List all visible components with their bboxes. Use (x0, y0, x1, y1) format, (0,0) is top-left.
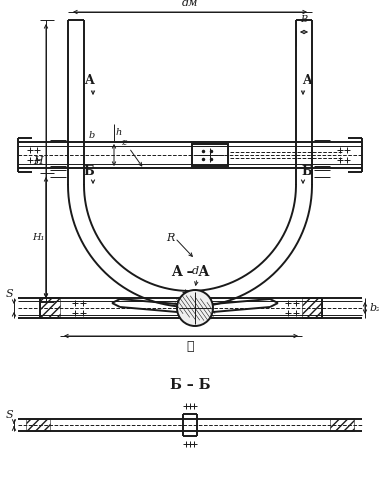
Bar (302, 298, 322, 318)
Text: Б – Б: Б – Б (170, 378, 210, 392)
Text: A – A: A – A (171, 265, 209, 279)
Circle shape (177, 290, 213, 326)
Text: A: A (84, 74, 94, 87)
Text: A: A (302, 74, 312, 87)
Text: b₂: b₂ (370, 303, 379, 313)
Text: S: S (5, 410, 13, 420)
Bar (192, 144, 228, 166)
Bar (330, 419, 354, 431)
Text: Б: Б (84, 164, 94, 177)
Text: R: R (166, 233, 174, 243)
Text: d: d (191, 266, 199, 276)
Text: Б: Б (302, 164, 312, 177)
Text: dм: dм (182, 0, 198, 8)
Text: B: B (301, 15, 308, 24)
Text: H: H (33, 156, 43, 166)
Text: b: b (89, 130, 95, 140)
Text: S: S (5, 289, 13, 299)
Bar (26, 419, 50, 431)
Text: h: h (116, 128, 122, 137)
Text: z: z (121, 138, 127, 147)
Text: H₁: H₁ (32, 233, 44, 242)
Bar (40, 298, 60, 318)
Text: ℓ: ℓ (186, 340, 194, 353)
